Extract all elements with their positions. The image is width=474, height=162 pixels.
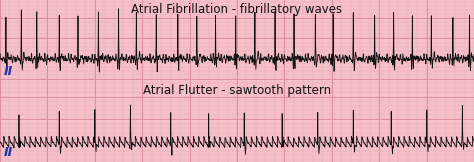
Text: II: II	[4, 146, 13, 159]
Text: II: II	[4, 65, 13, 78]
Text: Atrial Fibrillation - fibrillatory waves: Atrial Fibrillation - fibrillatory waves	[131, 3, 343, 16]
Text: Atrial Flutter - sawtooth pattern: Atrial Flutter - sawtooth pattern	[143, 84, 331, 97]
